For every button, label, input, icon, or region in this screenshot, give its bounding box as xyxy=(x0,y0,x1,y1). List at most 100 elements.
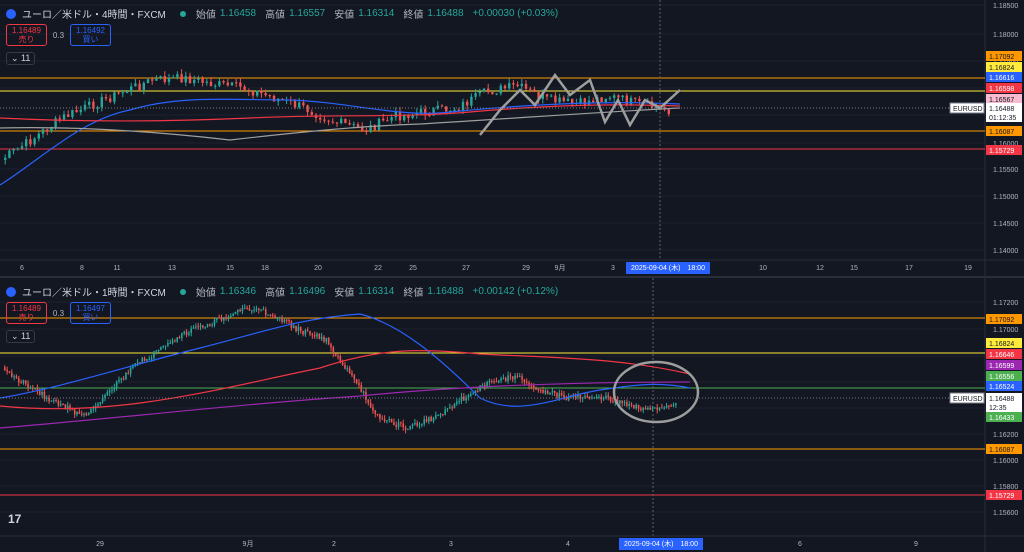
candle xyxy=(493,381,495,383)
candle xyxy=(150,357,153,360)
indicators-toggle[interactable]: ⌄ 11 xyxy=(6,330,36,343)
candle xyxy=(525,381,528,383)
candle xyxy=(141,357,144,363)
symbol-title[interactable]: ユーロ／米ドル・1時間・FXCM xyxy=(22,288,166,299)
sell-button[interactable]: 1.16489 売り xyxy=(6,24,47,46)
candle xyxy=(202,325,204,328)
chart-header: ユーロ／米ドル・1時間・FXCM 始値 1.16346 高値 1.16496 安値 1… xyxy=(6,284,563,299)
candle xyxy=(22,380,25,384)
price-badge xyxy=(986,338,1022,348)
candle xyxy=(565,398,568,401)
candle xyxy=(529,88,532,90)
candle xyxy=(313,335,316,337)
price-chart-4h[interactable]: 1.185001.180001.175001.170001.165001.160… xyxy=(0,0,1024,276)
chevron-down-icon: ⌄ xyxy=(11,331,22,341)
indicator-count: 11 xyxy=(21,53,31,63)
time-tick-label: 10 xyxy=(759,265,767,272)
candle xyxy=(222,81,225,83)
candle xyxy=(560,393,563,395)
candle xyxy=(508,83,511,89)
candle xyxy=(500,378,502,381)
candle xyxy=(361,127,364,132)
candle xyxy=(626,402,628,406)
candle xyxy=(442,414,444,416)
candle xyxy=(118,379,120,382)
buy-button[interactable]: 1.16497 買い xyxy=(70,302,111,324)
candle xyxy=(558,393,561,398)
candle xyxy=(502,377,505,379)
candle xyxy=(79,109,82,113)
candle xyxy=(167,343,169,346)
open-value: 1.16346 xyxy=(219,286,257,297)
time-tick-label: 3 xyxy=(611,265,615,272)
candle xyxy=(514,375,516,380)
candle xyxy=(50,400,53,402)
candle xyxy=(546,390,549,395)
candle xyxy=(125,91,129,93)
price-badge xyxy=(986,145,1022,155)
price-chart-1h[interactable]: 1.172001.170001.168001.166001.164001.162… xyxy=(0,278,1024,552)
candle xyxy=(551,390,554,393)
buy-label: 買い xyxy=(82,313,99,322)
candle xyxy=(134,83,137,87)
crosshair-time-label: 2025-09-04 (木) 18:00 xyxy=(631,263,705,272)
candle xyxy=(92,101,95,109)
low-value: 1.16314 xyxy=(358,286,395,297)
candle xyxy=(470,96,473,106)
candle xyxy=(588,396,591,398)
candle xyxy=(421,424,423,426)
candle xyxy=(304,330,307,335)
symbol-title[interactable]: ユーロ／米ドル・4時間・FXCM xyxy=(22,10,166,21)
time-tick-label: 25 xyxy=(409,265,417,272)
candle xyxy=(663,407,665,409)
candle xyxy=(523,379,526,382)
candle xyxy=(4,367,6,370)
candle xyxy=(430,416,432,422)
indicators-toggle[interactable]: ⌄ 11 xyxy=(6,52,36,65)
candle xyxy=(545,94,549,97)
candle xyxy=(352,124,355,126)
candle xyxy=(256,90,259,96)
candle xyxy=(180,74,183,83)
chart-pane-4h[interactable]: 1.185001.180001.175001.170001.165001.160… xyxy=(0,0,1024,276)
pane-divider[interactable] xyxy=(0,276,1024,278)
candle xyxy=(113,92,116,102)
buy-button[interactable]: 1.16492 買い xyxy=(70,24,111,46)
candle xyxy=(20,146,24,149)
candle xyxy=(600,396,603,400)
candle xyxy=(478,91,481,94)
candle xyxy=(656,407,658,410)
candle xyxy=(549,392,551,395)
price-tick-label: 1.18000 xyxy=(993,32,1018,39)
candle xyxy=(80,413,83,415)
candle xyxy=(264,93,267,96)
candle xyxy=(388,419,391,421)
candle xyxy=(503,85,507,89)
candle xyxy=(619,400,621,404)
candle xyxy=(419,108,423,113)
candle xyxy=(428,115,431,117)
candle xyxy=(211,324,213,326)
time-tick-label: 8 xyxy=(80,265,84,272)
candle xyxy=(323,119,326,121)
candle xyxy=(213,319,216,325)
candle xyxy=(41,129,45,134)
candle xyxy=(487,88,490,93)
candle xyxy=(449,407,451,409)
candle xyxy=(111,389,113,391)
candle xyxy=(108,390,111,393)
candle xyxy=(617,95,620,98)
candle xyxy=(608,97,612,99)
candle xyxy=(178,337,181,339)
candle xyxy=(640,408,642,411)
chart-pane-1h[interactable]: 1.172001.170001.168001.166001.164001.162… xyxy=(0,278,1024,552)
crosshair-time-badge xyxy=(619,538,703,550)
candle xyxy=(495,381,498,383)
sell-button[interactable]: 1.16489 売り xyxy=(6,302,47,324)
time-tick-label: 9 xyxy=(914,541,918,548)
candle xyxy=(76,411,78,415)
candle xyxy=(151,79,154,81)
candle xyxy=(524,83,528,89)
candle xyxy=(253,310,255,312)
candle xyxy=(127,372,130,374)
